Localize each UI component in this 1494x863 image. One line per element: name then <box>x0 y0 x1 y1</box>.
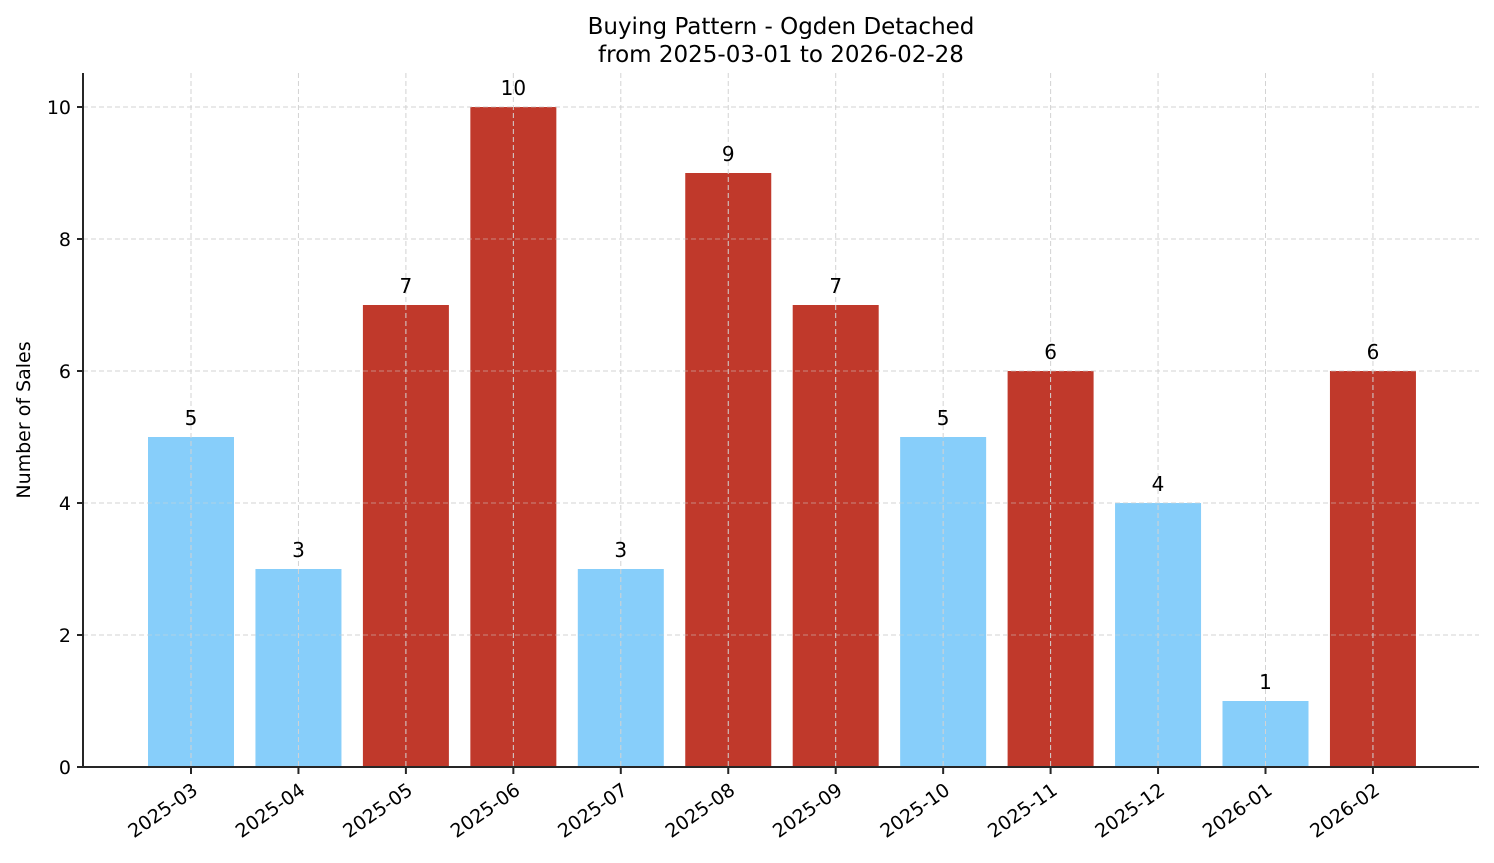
y-tick-label: 6 <box>59 361 71 383</box>
bar-value-label: 4 <box>1152 472 1165 496</box>
bar-value-label: 9 <box>722 142 735 166</box>
y-tick-label: 8 <box>59 229 71 251</box>
x-tick-label: 2025-03 <box>124 779 202 843</box>
bar-value-label: 7 <box>400 274 413 298</box>
x-tick-label: 2025-10 <box>876 779 954 843</box>
x-tick-label: 2026-02 <box>1306 779 1384 843</box>
bar-value-label: 3 <box>292 538 305 562</box>
y-axis-label: Number of Sales <box>13 341 35 498</box>
chart-subtitle: from 2025-03-01 to 2026-02-28 <box>598 42 964 68</box>
x-tick-label: 2025-11 <box>984 779 1062 843</box>
bars <box>148 107 1416 767</box>
y-axis-ticks: 0 2 4 6 8 10 <box>47 97 83 779</box>
x-tick-label: 2025-12 <box>1091 779 1169 843</box>
x-tick-label: 2025-04 <box>232 779 310 843</box>
bar-value-label: 6 <box>1044 340 1057 364</box>
bar-value-label: 10 <box>501 76 526 100</box>
y-tick-label: 10 <box>47 97 71 119</box>
x-tick-label: 2025-07 <box>554 779 632 843</box>
bar-value-label: 6 <box>1367 340 1380 364</box>
y-tick-label: 4 <box>59 493 71 515</box>
x-tick-label: 2025-08 <box>661 779 739 843</box>
bar-value-label: 3 <box>614 538 627 562</box>
bar-value-label: 5 <box>185 406 198 430</box>
y-tick-label: 0 <box>59 757 71 779</box>
bar-value-label: 1 <box>1259 670 1272 694</box>
x-tick-label: 2025-06 <box>447 779 525 843</box>
y-tick-label: 2 <box>59 625 71 647</box>
bar-value-label: 7 <box>829 274 842 298</box>
bar-value-label: 5 <box>937 406 950 430</box>
bar-value-labels: 5 3 7 10 3 9 7 5 6 4 1 6 <box>185 76 1380 694</box>
x-tick-label: 2026-01 <box>1199 779 1277 843</box>
x-tick-label: 2025-05 <box>339 779 417 843</box>
chart-title: Buying Pattern - Ogden Detached <box>588 14 975 40</box>
x-tick-label: 2025-09 <box>769 779 847 843</box>
x-axis-ticks: 2025-03 2025-04 2025-05 2025-06 2025-07 2025-… <box>124 767 1384 843</box>
